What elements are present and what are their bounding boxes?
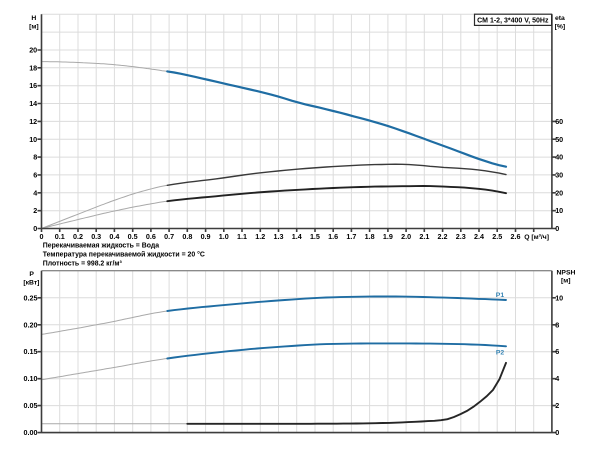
svg-text:2: 2 bbox=[555, 401, 559, 410]
svg-text:40: 40 bbox=[555, 153, 563, 162]
svg-text:NPSH: NPSH bbox=[557, 270, 576, 277]
svg-text:2.4: 2.4 bbox=[474, 232, 484, 241]
svg-text:Плотность = 998.2 кг/м³: Плотность = 998.2 кг/м³ bbox=[43, 260, 123, 267]
svg-text:0.15: 0.15 bbox=[24, 347, 38, 356]
svg-text:2.1: 2.1 bbox=[419, 232, 429, 241]
svg-text:0.10: 0.10 bbox=[24, 374, 38, 383]
svg-text:1.1: 1.1 bbox=[237, 232, 247, 241]
svg-text:[м]: [м] bbox=[29, 24, 39, 31]
svg-text:0.6: 0.6 bbox=[146, 232, 156, 241]
svg-text:2.3: 2.3 bbox=[456, 232, 466, 241]
svg-text:6: 6 bbox=[555, 347, 559, 356]
svg-text:1.0: 1.0 bbox=[219, 232, 229, 241]
svg-text:1.8: 1.8 bbox=[365, 232, 375, 241]
svg-text:Перекачиваемая жидкость = Вода: Перекачиваемая жидкость = Вода bbox=[43, 242, 159, 249]
svg-text:12: 12 bbox=[29, 117, 37, 126]
svg-text:0.2: 0.2 bbox=[73, 232, 83, 241]
svg-text:0.3: 0.3 bbox=[91, 232, 101, 241]
svg-text:0.7: 0.7 bbox=[164, 232, 174, 241]
svg-text:[%]: [%] bbox=[555, 23, 566, 30]
svg-text:0.5: 0.5 bbox=[128, 232, 138, 241]
svg-text:60: 60 bbox=[555, 117, 563, 126]
svg-text:0.25: 0.25 bbox=[24, 293, 38, 302]
svg-text:CM 1-2, 3*400 V, 50Hz: CM 1-2, 3*400 V, 50Hz bbox=[477, 18, 549, 25]
svg-text:4: 4 bbox=[33, 188, 37, 197]
svg-text:50: 50 bbox=[555, 135, 563, 144]
svg-text:10: 10 bbox=[29, 135, 37, 144]
svg-text:2.5: 2.5 bbox=[492, 232, 502, 241]
svg-text:Температура перекачиваемой жид: Температура перекачиваемой жидкости = 20… bbox=[43, 250, 205, 258]
svg-text:P2: P2 bbox=[496, 350, 505, 357]
svg-text:16: 16 bbox=[29, 81, 37, 90]
svg-text:0.9: 0.9 bbox=[201, 232, 211, 241]
svg-text:1.5: 1.5 bbox=[310, 232, 320, 241]
svg-text:0: 0 bbox=[555, 224, 559, 233]
svg-text:18: 18 bbox=[29, 63, 37, 72]
svg-text:10: 10 bbox=[555, 206, 563, 215]
svg-text:2.6: 2.6 bbox=[510, 232, 520, 241]
svg-text:P: P bbox=[29, 271, 34, 278]
svg-text:[м]: [м] bbox=[561, 278, 571, 285]
svg-text:30: 30 bbox=[555, 170, 563, 179]
svg-text:0.05: 0.05 bbox=[24, 401, 38, 410]
svg-text:0.00: 0.00 bbox=[24, 428, 38, 437]
svg-text:2: 2 bbox=[33, 206, 37, 215]
svg-text:0.4: 0.4 bbox=[109, 232, 119, 241]
svg-text:20: 20 bbox=[29, 46, 37, 55]
svg-text:P1: P1 bbox=[496, 292, 505, 299]
svg-text:4: 4 bbox=[555, 374, 559, 383]
svg-text:8: 8 bbox=[555, 320, 559, 329]
svg-text:0.8: 0.8 bbox=[182, 232, 192, 241]
svg-text:1.2: 1.2 bbox=[255, 232, 265, 241]
svg-text:1.9: 1.9 bbox=[383, 232, 393, 241]
svg-text:20: 20 bbox=[555, 188, 563, 197]
svg-text:6: 6 bbox=[33, 170, 37, 179]
svg-text:2.2: 2.2 bbox=[438, 232, 448, 241]
svg-text:1.6: 1.6 bbox=[328, 232, 338, 241]
svg-text:0.20: 0.20 bbox=[24, 320, 38, 329]
svg-text:0: 0 bbox=[33, 224, 37, 233]
svg-text:H: H bbox=[31, 15, 36, 22]
svg-text:0: 0 bbox=[555, 428, 559, 437]
svg-text:[кВт]: [кВт] bbox=[23, 279, 39, 286]
svg-text:0.1: 0.1 bbox=[55, 232, 65, 241]
svg-text:1.4: 1.4 bbox=[292, 232, 302, 241]
svg-text:eta: eta bbox=[555, 15, 565, 22]
svg-text:14: 14 bbox=[29, 99, 37, 108]
svg-text:8: 8 bbox=[33, 153, 37, 162]
svg-text:0: 0 bbox=[40, 232, 44, 241]
svg-text:10: 10 bbox=[555, 293, 563, 302]
svg-text:1.7: 1.7 bbox=[346, 232, 356, 241]
svg-text:1.3: 1.3 bbox=[273, 232, 283, 241]
svg-text:Q [м³/ч]: Q [м³/ч] bbox=[524, 234, 549, 241]
svg-text:2.0: 2.0 bbox=[401, 232, 411, 241]
